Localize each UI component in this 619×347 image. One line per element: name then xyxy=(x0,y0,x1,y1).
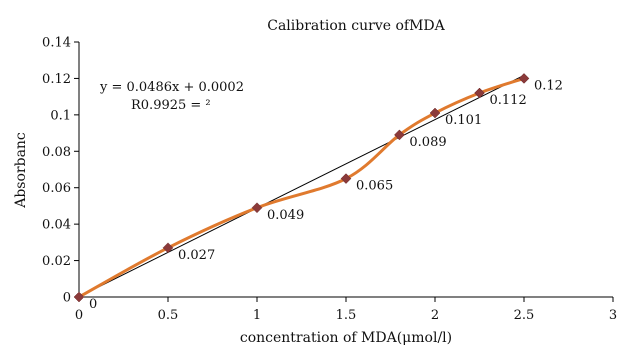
data-label: 0.12 xyxy=(534,78,563,93)
y-tick-label: 0.02 xyxy=(42,254,71,269)
data-point xyxy=(340,173,352,184)
chart-title: Calibration curve ofMDA xyxy=(267,18,445,34)
y-tick-label: 0.04 xyxy=(42,218,71,233)
y-tick-label: 0.08 xyxy=(42,145,71,160)
data-point xyxy=(162,242,174,254)
y-tick-label: 0.1 xyxy=(50,108,71,123)
data-point xyxy=(474,87,485,99)
trendline xyxy=(78,74,525,298)
x-tick-label: 2 xyxy=(431,308,439,323)
x-tick-label: 1.5 xyxy=(336,308,357,323)
y-tick-label: 0.14 xyxy=(42,36,71,51)
data-label: 0.101 xyxy=(445,113,482,128)
x-tick-label: 0 xyxy=(75,308,83,323)
data-point xyxy=(251,202,263,214)
x-tick-label: 0.5 xyxy=(158,308,179,323)
trendline-equation: y = 0.0486x + 0.0002 xyxy=(99,80,244,95)
data-labels-group: 0 0.027 0.049 0.065 0.089 0.101 0.112 0.12 xyxy=(89,78,563,312)
data-label: 0.049 xyxy=(267,208,304,223)
series-points-group xyxy=(73,73,530,303)
data-label: 0.065 xyxy=(356,179,393,194)
data-label: 0.027 xyxy=(178,248,215,263)
x-tick-label: 1 xyxy=(253,308,261,323)
data-label: 0.089 xyxy=(409,135,446,150)
x-tick-label: 2.5 xyxy=(514,308,535,323)
x-tick-label: 3 xyxy=(609,308,617,323)
data-label: 0 xyxy=(89,297,97,312)
data-point xyxy=(73,291,85,303)
x-axis-title: concentration of MDA(μmol/l) xyxy=(240,330,452,346)
ticks: 0 0.02 0.04 0.06 0.08 0.1 0.12 0.14 0 0.5 1 1.5 2 2.5… xyxy=(42,36,617,324)
r-squared-text: R0.9925 = ² xyxy=(131,98,211,113)
trendline-group xyxy=(78,74,525,298)
data-point xyxy=(429,107,441,119)
data-point xyxy=(394,129,405,141)
data-point xyxy=(518,73,530,84)
y-tick-label: 0.06 xyxy=(42,181,71,196)
y-axis-title: Absorbanc xyxy=(13,132,29,209)
y-tick-label: 0.12 xyxy=(42,72,71,87)
y-tick-label: 0 xyxy=(63,291,71,306)
data-label: 0.112 xyxy=(490,93,527,108)
